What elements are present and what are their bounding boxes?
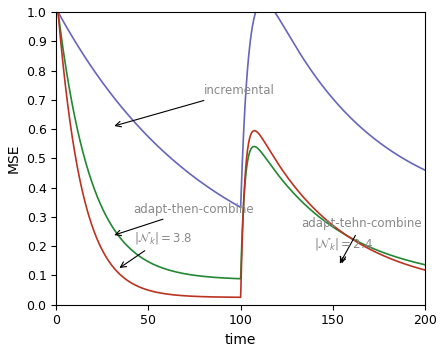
Y-axis label: MSE: MSE <box>7 144 21 173</box>
Text: $|\mathcal{N}_k| = 2.4$: $|\mathcal{N}_k| = 2.4$ <box>314 236 373 262</box>
Text: adapt-then-combine: adapt-then-combine <box>115 202 254 236</box>
X-axis label: time: time <box>225 333 256 347</box>
Text: $|\mathcal{N}_k| = 3.8$: $|\mathcal{N}_k| = 3.8$ <box>120 230 192 267</box>
Text: adapt-tehn-combine: adapt-tehn-combine <box>301 217 422 263</box>
Text: incremental: incremental <box>115 84 275 127</box>
